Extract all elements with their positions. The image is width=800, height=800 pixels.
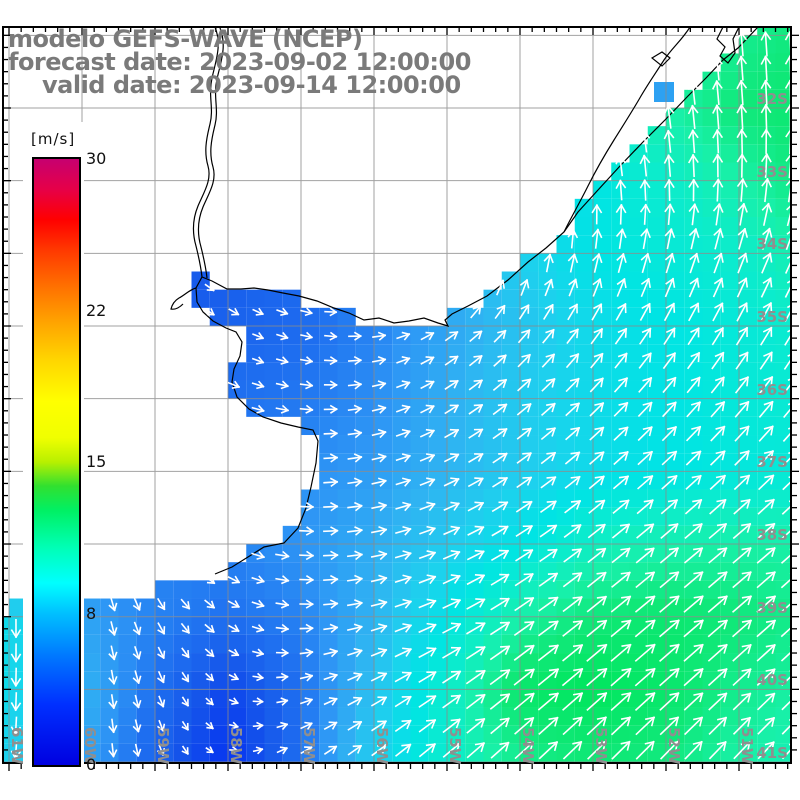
graticule xyxy=(3,27,791,763)
colorbar-tick-label: 15 xyxy=(86,452,107,471)
colorbar-unit-label: [m/s] xyxy=(31,130,76,148)
colorbar-tick-label: 0 xyxy=(86,755,97,774)
colorbar-tick-label: 30 xyxy=(86,149,107,168)
colorbar-gradient xyxy=(32,157,81,767)
colorbar-tick-label: 8 xyxy=(86,603,97,623)
colorbar-tick-label: 22 xyxy=(86,300,107,320)
map-border-ticks xyxy=(2,26,799,771)
coastline xyxy=(170,27,759,575)
